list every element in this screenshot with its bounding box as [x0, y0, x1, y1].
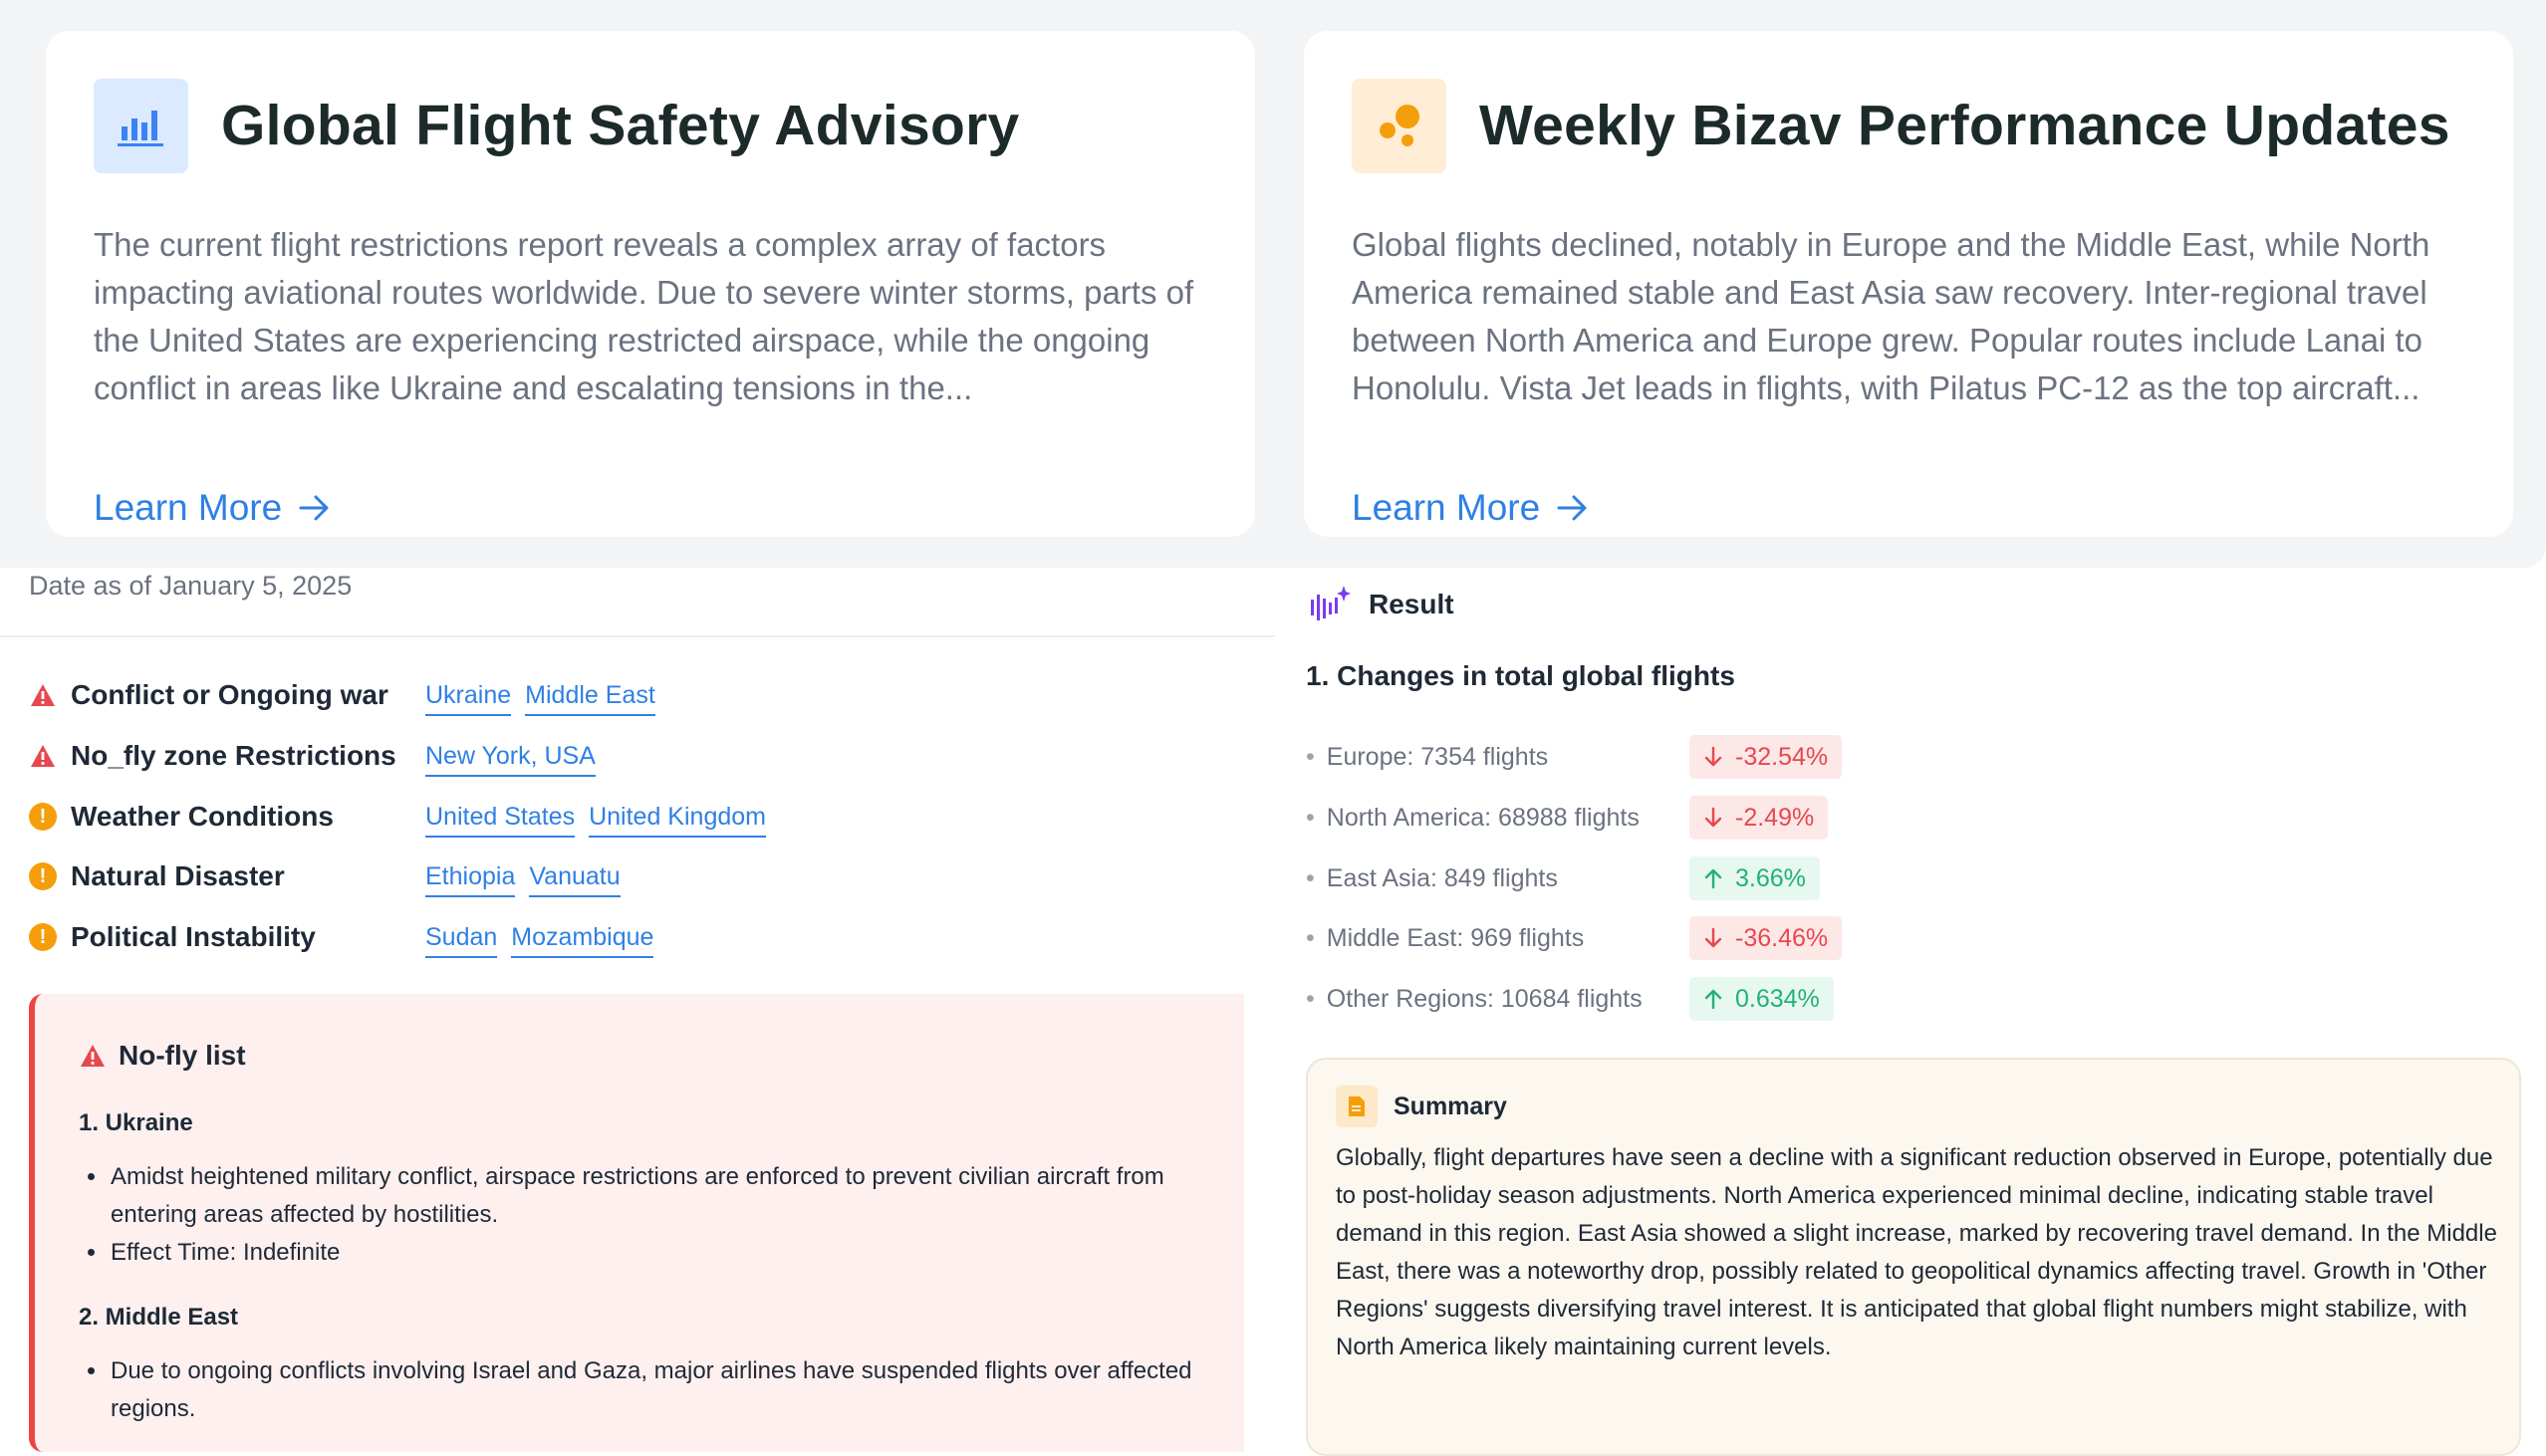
- restriction-label: Natural Disaster: [71, 860, 285, 891]
- stat-label: North America: 68988 flights: [1306, 804, 1640, 833]
- region-tags: United States United Kingdom: [425, 799, 766, 838]
- region-link[interactable]: United States: [425, 799, 576, 838]
- restriction-row: ! Political Instability Sudan Mozambique: [29, 919, 826, 959]
- region-tags: New York, USA: [425, 738, 596, 777]
- change-value: 3.66%: [1735, 863, 1806, 892]
- list-item: Amidst heightened military conflict, air…: [109, 1158, 1234, 1234]
- card-title: Global Flight Safety Advisory: [221, 94, 1020, 157]
- region-link[interactable]: United Kingdom: [589, 799, 766, 838]
- alert-circle-icon: !: [29, 803, 57, 831]
- no-fly-bullets: Due to ongoing conflicts involving Israe…: [79, 1352, 1234, 1428]
- restriction-row: ! Weather Conditions United States Unite…: [29, 799, 826, 839]
- stat-row: Europe: 7354 flights -32.54%: [1306, 735, 2003, 781]
- restriction-label: Weather Conditions: [71, 801, 334, 832]
- restriction-row: Conflict or Ongoing war Ukraine Middle E…: [29, 677, 826, 717]
- restriction-row: No_fly zone Restrictions New York, USA: [29, 738, 826, 778]
- list-item: Effect Time: Indefinite: [109, 1234, 1234, 1272]
- change-badge: 0.634%: [1689, 977, 1834, 1021]
- arrow-up-icon: [1704, 989, 1722, 1010]
- bizav-performance-card: Weekly Bizav Performance Updates Global …: [1304, 31, 2513, 537]
- flight-safety-card: Global Flight Safety Advisory The curren…: [46, 31, 1255, 537]
- no-fly-title: No-fly list: [119, 1040, 246, 1071]
- stat-row: East Asia: 849 flights 3.66%: [1306, 856, 2003, 902]
- region-link[interactable]: Ethiopia: [425, 858, 516, 897]
- warning-triangle-icon: [31, 684, 55, 706]
- arrow-up-icon: [1704, 868, 1722, 889]
- no-fly-header: No-fly list: [79, 1040, 246, 1072]
- alert-circle-icon: !: [29, 923, 57, 951]
- stat-label: Other Regions: 10684 flights: [1306, 985, 1643, 1014]
- warning-triangle-icon: [31, 745, 55, 767]
- document-icon: [1336, 1086, 1378, 1127]
- region-link[interactable]: Sudan: [425, 919, 498, 958]
- stat-label: East Asia: 849 flights: [1306, 864, 1558, 893]
- region-link[interactable]: Ukraine: [425, 677, 512, 716]
- region-link[interactable]: Middle East: [525, 677, 655, 716]
- restriction-label: Conflict or Ongoing war: [71, 679, 388, 710]
- change-value: -2.49%: [1735, 803, 1815, 832]
- region-link[interactable]: Mozambique: [511, 919, 654, 958]
- region-tags: Ukraine Middle East: [425, 677, 655, 716]
- learn-more-link[interactable]: Learn More: [94, 487, 332, 529]
- no-fly-section-heading: 1. Ukraine: [79, 1109, 193, 1136]
- arrow-right-icon: [1557, 495, 1587, 521]
- no-fly-bullets: Amidst heightened military conflict, air…: [79, 1158, 1234, 1272]
- card-title: Weekly Bizav Performance Updates: [1479, 94, 2450, 157]
- divider: [0, 635, 1275, 637]
- alert-circle-icon: !: [29, 862, 57, 890]
- learn-more-label: Learn More: [1352, 487, 1541, 528]
- warning-triangle-icon: [81, 1045, 105, 1067]
- section-heading: 1. Changes in total global flights: [1306, 660, 1735, 691]
- region-tags: Sudan Mozambique: [425, 919, 654, 958]
- no-fly-list-panel: No-fly list 1. Ukraine Amidst heightened…: [29, 994, 1244, 1452]
- arrow-down-icon: [1704, 807, 1722, 828]
- report-date: Date as of January 5, 2025: [29, 571, 353, 601]
- list-item: Due to ongoing conflicts involving Israe…: [109, 1352, 1234, 1428]
- stat-row: Middle East: 969 flights -36.46%: [1306, 916, 2003, 962]
- stat-label: Middle East: 969 flights: [1306, 924, 1584, 953]
- arrow-down-icon: [1704, 927, 1722, 948]
- result-title: Result: [1369, 589, 1454, 619]
- region-link[interactable]: New York, USA: [425, 738, 596, 777]
- arrow-down-icon: [1704, 746, 1722, 767]
- change-value: -36.46%: [1735, 923, 1829, 952]
- restriction-label: Political Instability: [71, 921, 316, 952]
- learn-more-label: Learn More: [94, 487, 283, 528]
- result-header: Result: [1309, 584, 1454, 625]
- stat-row: North America: 68988 flights -2.49%: [1306, 796, 2003, 842]
- change-value: 0.634%: [1735, 984, 1820, 1013]
- change-badge: 3.66%: [1689, 856, 1820, 900]
- bar-chart-icon: [94, 79, 188, 173]
- card-description: The current flight restrictions report r…: [94, 226, 1194, 406]
- summary-title: Summary: [1394, 1092, 1507, 1120]
- summary-text: Globally, flight departures have seen a …: [1336, 1144, 2497, 1360]
- no-fly-section-heading: 2. Middle East: [79, 1304, 239, 1331]
- restriction-row: ! Natural Disaster Ethiopia Vanuatu: [29, 858, 826, 898]
- summary-panel: Summary Globally, flight departures have…: [1306, 1058, 2521, 1456]
- learn-more-link[interactable]: Learn More: [1352, 487, 1590, 529]
- change-value: -32.54%: [1735, 742, 1829, 771]
- stat-row: Other Regions: 10684 flights 0.634%: [1306, 977, 2003, 1023]
- change-badge: -36.46%: [1689, 916, 1843, 960]
- arrow-right-icon: [299, 495, 329, 521]
- card-description: Global flights declined, notably in Euro…: [1352, 226, 2430, 406]
- ai-sparkle-icon: [1311, 586, 1351, 620]
- summary-header: Summary: [1336, 1086, 1507, 1127]
- bubbles-icon: [1352, 79, 1446, 173]
- region-tags: Ethiopia Vanuatu: [425, 858, 621, 897]
- region-link[interactable]: Vanuatu: [529, 858, 621, 897]
- stat-label: Europe: 7354 flights: [1306, 743, 1548, 772]
- restriction-label: No_fly zone Restrictions: [71, 740, 396, 771]
- change-badge: -2.49%: [1689, 796, 1829, 840]
- change-badge: -32.54%: [1689, 735, 1843, 779]
